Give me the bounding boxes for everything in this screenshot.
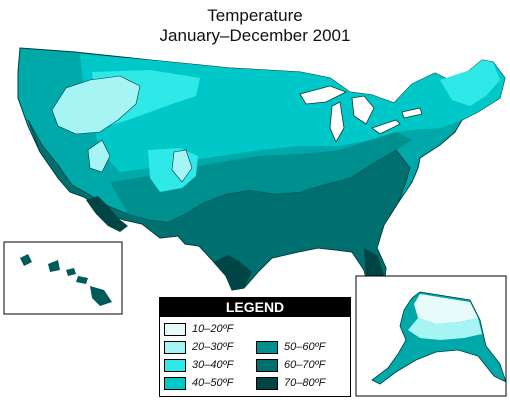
lake-ontario [401, 107, 423, 119]
legend-swatch [256, 340, 278, 354]
legend-swatch [256, 358, 278, 372]
legend-label: 20–30ºF [192, 341, 234, 353]
legend-label: 60–70ºF [284, 359, 326, 371]
map-title: Temperature [207, 6, 303, 25]
legend-label: 70–80ºF [284, 377, 326, 389]
legend-item: 40–50ºF [164, 375, 233, 391]
alaska-zone-20-30 [408, 318, 482, 340]
legend-label: 10–20ºF [192, 323, 234, 335]
legend-item: 60–70ºF [256, 357, 325, 373]
legend-swatch [256, 376, 278, 390]
legend-item: 30–40ºF [164, 357, 233, 373]
legend-swatch [164, 358, 186, 372]
zone-70-80-texas [214, 255, 252, 290]
legend-label: 40–50ºF [192, 377, 234, 389]
legend-item: 50–60ºF [256, 339, 325, 355]
legend-label: 30–40ºF [192, 359, 234, 371]
legend-item: 70–80ºF [256, 375, 325, 391]
hawaii-islands [20, 254, 112, 306]
lake-michigan [329, 101, 345, 143]
lake-huron [351, 95, 375, 125]
zone-50-60-central [110, 132, 412, 222]
lake-erie [371, 119, 401, 135]
legend-item: 10–20ºF [164, 321, 233, 337]
map-subtitle: January–December 2001 [159, 26, 351, 45]
legend-swatch [164, 322, 186, 336]
zone-30-40-northeast [440, 60, 500, 106]
legend-item: 20–30ºF [164, 339, 233, 355]
zone-20-30-wyoming [171, 149, 193, 183]
alaska-zone-10-20 [414, 294, 478, 324]
legend-swatch [164, 340, 186, 354]
legend-heading: LEGEND [160, 298, 350, 317]
zone-20-30-montana [51, 75, 141, 135]
zone-20-30-colorado [87, 139, 111, 173]
lake-superior [299, 85, 347, 105]
legend: LEGEND 10–20ºF 20–30ºF 30–40ºF 40–50ºF 5… [159, 297, 351, 397]
zone-70-80-southwest [86, 196, 128, 232]
legend-swatch [164, 376, 186, 390]
legend-label: 50–60ºF [284, 341, 326, 353]
